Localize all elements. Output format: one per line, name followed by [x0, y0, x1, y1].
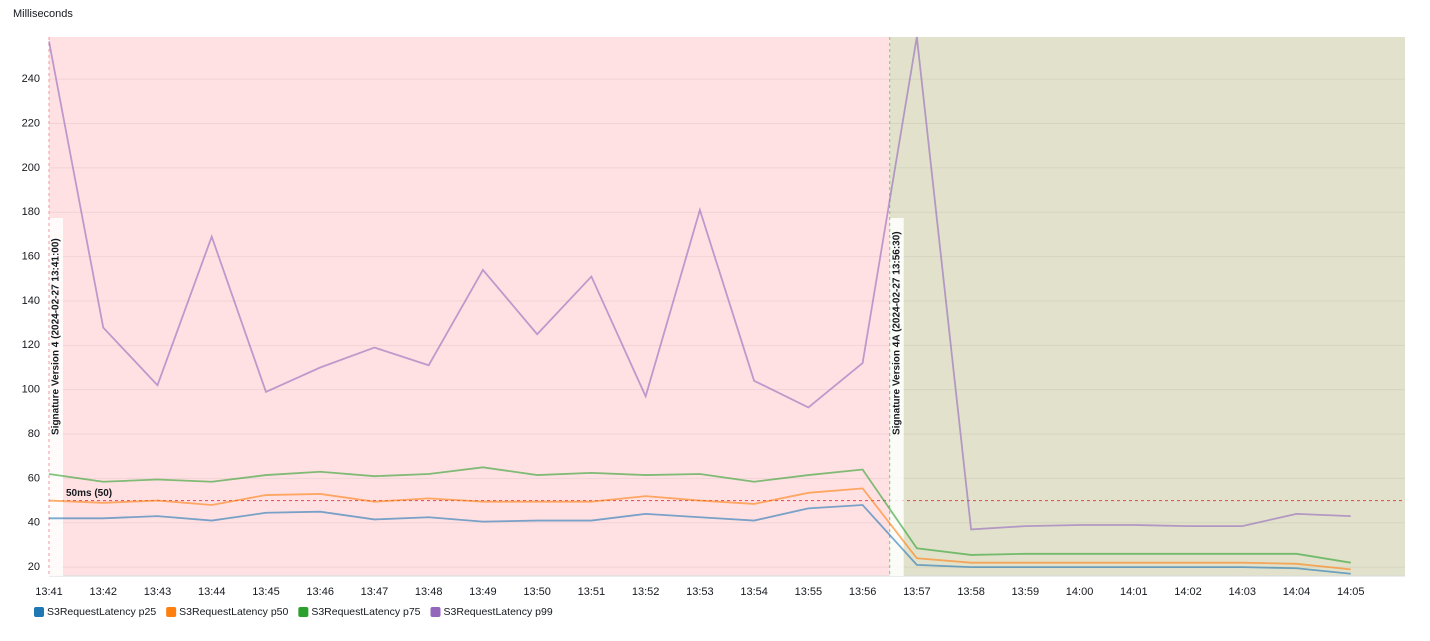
y-tick-label: 60 [28, 472, 40, 484]
legend-item: S3RequestLatency p99 [430, 606, 553, 618]
legend-swatch [166, 607, 177, 617]
x-tick-label: 13:45 [252, 586, 280, 598]
y-tick-label: 100 [22, 384, 40, 396]
y-axis-label: Milliseconds [13, 8, 73, 20]
x-tick-label: 13:41 [35, 586, 63, 598]
legend-item: S3RequestLatency p50 [166, 606, 288, 618]
legend-swatch [430, 607, 441, 617]
series-line [48, 36, 1351, 531]
threshold-label: 50ms (50) [66, 488, 112, 499]
series-line [49, 504, 1351, 575]
y-tick-label: 200 [22, 162, 40, 174]
x-tick-label: 13:43 [144, 586, 172, 598]
legend-label: S3RequestLatency p99 [444, 606, 553, 618]
y-tick-label: 160 [22, 250, 40, 262]
y-tick-label: 220 [22, 117, 40, 129]
x-tick-label: 13:50 [523, 586, 551, 598]
x-tick-label: 13:48 [415, 586, 443, 598]
x-tick-label: 14:00 [1066, 586, 1094, 598]
series-line [48, 466, 1351, 564]
y-tick-label: 120 [22, 339, 40, 351]
y-tick-label: 80 [28, 428, 40, 440]
x-tick-label: 13:55 [795, 586, 823, 598]
x-tick-label: 13:58 [957, 586, 985, 598]
legend-item: S3RequestLatency p75 [298, 606, 421, 618]
x-tick-label: 14:01 [1120, 586, 1148, 598]
legend-swatch [34, 607, 44, 617]
x-tick-label: 13:52 [632, 586, 660, 598]
x-tick-label: 13:49 [469, 586, 497, 598]
x-tick-label: 13:51 [578, 586, 606, 598]
y-tick-label: 140 [22, 295, 40, 307]
legend-label: S3RequestLatency p50 [179, 606, 288, 618]
y-tick-label: 20 [28, 561, 40, 573]
x-tick-label: 14:04 [1283, 586, 1311, 598]
x-tick-label: 13:59 [1012, 586, 1040, 598]
x-tick-label: 13:53 [686, 586, 714, 598]
x-tick-label: 14:05 [1337, 586, 1365, 598]
x-tick-label: 13:47 [361, 586, 389, 598]
y-tick-label: 40 [28, 517, 40, 529]
x-tick-label: 13:46 [306, 586, 334, 598]
annotation-band [889, 37, 1405, 576]
legend-swatch [298, 607, 309, 617]
x-tick-label: 13:57 [903, 586, 931, 598]
x-tick-label: 13:54 [740, 586, 768, 598]
annotation-label: Signature Version 4 (2024-02-27 13:41:00… [51, 238, 62, 435]
series-line [48, 487, 1351, 571]
x-tick-label: 14:02 [1174, 586, 1202, 598]
legend-label: S3RequestLatency p25 [47, 606, 156, 618]
x-tick-label: 13:56 [849, 586, 877, 598]
y-tick-label: 180 [22, 206, 40, 218]
x-tick-label: 13:44 [198, 586, 226, 598]
legend-item: S3RequestLatency p25 [34, 606, 156, 618]
x-tick-label: 13:42 [89, 586, 117, 598]
annotation-label-bg [889, 218, 904, 576]
legend-label: S3RequestLatency p75 [311, 606, 420, 618]
x-tick-label: 14:03 [1229, 586, 1257, 598]
annotation-band [49, 37, 890, 576]
y-tick-label: 240 [22, 73, 40, 85]
annotation-label-bg [49, 218, 63, 576]
annotation-label: Signature Version 4A (2024-02-27 13:56:3… [891, 231, 902, 435]
